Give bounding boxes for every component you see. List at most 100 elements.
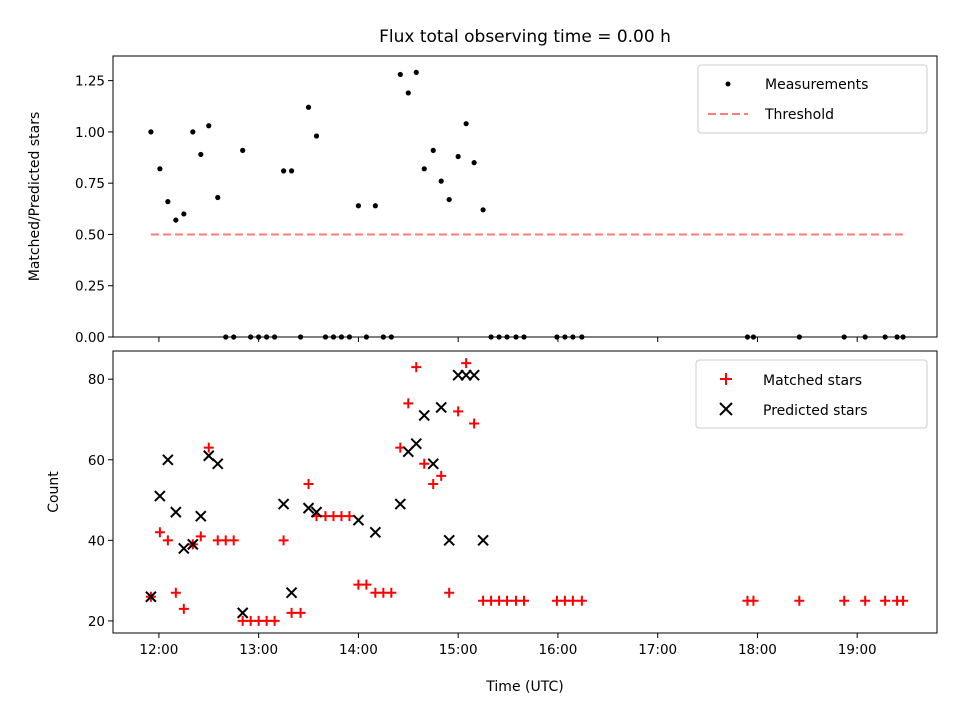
predicted-stars-point (162, 454, 174, 466)
y-tick-label: 1.00 (75, 125, 105, 141)
measurements-point (165, 199, 171, 205)
legend-threshold-label: Threshold (764, 107, 834, 123)
matched-stars-point (880, 595, 891, 606)
matched-stars-point (154, 527, 165, 538)
top-legend-box (697, 64, 928, 134)
x-tick-label: 17:00 (638, 642, 677, 658)
x-tick-label: 19:00 (838, 642, 877, 658)
legend-measurements-label: Measurements (765, 77, 868, 93)
measurements-point (198, 151, 204, 158)
measurements-point (313, 133, 320, 139)
matched-stars-point (898, 595, 909, 606)
measurements-point (372, 203, 378, 209)
measurements-point (413, 69, 419, 76)
measurements-point (157, 166, 163, 172)
measurements-point (240, 147, 246, 153)
measurements-point (455, 153, 461, 160)
matched-stars-point (303, 478, 314, 489)
bottom-plot-frame (112, 350, 938, 634)
measurements-point (397, 71, 403, 78)
matched-stars-point (195, 531, 206, 542)
x-tick-label: 13:00 (239, 642, 278, 658)
matched-stars-point (428, 478, 439, 489)
matched-stars-point (519, 595, 530, 606)
matched-stars-point (386, 587, 397, 598)
matched-stars-point (461, 358, 472, 369)
predicted-stars-point (203, 450, 215, 462)
matched-stars-point (444, 587, 455, 598)
matched-stars-point (162, 535, 173, 546)
measurements-point (280, 168, 287, 174)
predicted-stars-point (369, 526, 382, 538)
predicted-stars-point (427, 458, 439, 470)
y-tick-label: 1.25 (75, 74, 105, 90)
matched-stars-point (839, 595, 850, 606)
y-tick-label: 20 (88, 614, 105, 630)
top-y-axis-label: Matched/Predicted stars (27, 112, 43, 282)
top-panel: 0.00 0.25 0.50 0.75 1.00 1.25 Matched/Predict… (27, 55, 938, 346)
predicted-stars-point (195, 510, 207, 522)
predicted-stars-point (410, 437, 422, 450)
top-axes: 0.00 0.25 0.50 0.75 1.00 1.25 (75, 74, 858, 346)
matched-stars-point (170, 587, 181, 598)
measurements-point (480, 207, 486, 213)
top-plot-frame (112, 55, 938, 338)
predicted-stars-point (302, 502, 315, 514)
y-tick-label: 0.50 (75, 227, 105, 243)
measurements-point (181, 211, 187, 217)
bottom-marks (145, 358, 909, 626)
measurements-point (405, 90, 411, 96)
predicted-stars-point (170, 506, 182, 518)
x-tick-label: 18:00 (738, 642, 777, 658)
matched-stars-point (286, 607, 297, 618)
y-tick-label: 60 (88, 453, 105, 469)
x-axis-label: Time (UTC) (485, 679, 563, 695)
matched-stars-point (411, 362, 422, 373)
bottom-axes: 12:00 13:00 14:00 15:00 16:00 17:00 18:00 19:00… (88, 372, 877, 658)
predicted-stars-point (212, 458, 224, 470)
matched-stars-point (453, 406, 464, 417)
predicted-stars-point (443, 534, 455, 547)
measurements-point (215, 194, 221, 201)
predicted-stars-point (435, 401, 447, 414)
measurements-point (288, 168, 295, 174)
matched-stars-point (502, 595, 513, 606)
y-tick-label: 0.00 (75, 330, 105, 346)
legend-predicted-marker (719, 402, 733, 416)
measurements-point (173, 217, 179, 223)
bottom-y-axis-label: Count (46, 471, 62, 513)
x-tick-label: 12:00 (139, 642, 178, 658)
y-tick-label: 40 (88, 533, 105, 549)
matched-stars-point (567, 595, 578, 606)
measurements-point (305, 104, 312, 110)
bottom-panel: 12:00 13:00 14:00 15:00 16:00 17:00 18:00 19:00… (46, 350, 938, 695)
legend-measurements-marker (725, 81, 731, 87)
matched-stars-point (469, 418, 480, 429)
legend-matched-marker (720, 373, 732, 385)
predicted-stars-point (310, 506, 323, 518)
measurements-point (438, 178, 444, 184)
top-marks (148, 69, 906, 340)
chart-title: Flux total observing time = 0.00 h (379, 27, 671, 47)
predicted-stars-point (277, 498, 290, 510)
predicted-stars-point (145, 591, 157, 603)
y-tick-label: 0.25 (75, 279, 105, 295)
measurements-point (463, 121, 469, 127)
x-tick-label: 14:00 (339, 642, 378, 658)
matched-stars-point (178, 603, 189, 614)
matched-stars-point (203, 442, 214, 453)
predicted-stars-point (285, 587, 298, 599)
top-legend: Measurements Threshold (697, 64, 928, 134)
predicted-stars-point (178, 542, 190, 555)
y-tick-label: 80 (88, 372, 105, 388)
matched-stars-point (344, 511, 355, 522)
predicted-stars-point (468, 369, 480, 381)
x-tick-label: 15:00 (439, 642, 478, 658)
bottom-legend-box (695, 359, 928, 429)
x-tick-label: 16:00 (538, 642, 577, 658)
measurements-point (446, 196, 452, 203)
measurements-point (190, 129, 196, 135)
matched-stars-point (228, 535, 239, 546)
bottom-legend: Matched stars Predicted stars (695, 359, 928, 429)
legend-matched-label: Matched stars (763, 373, 862, 389)
